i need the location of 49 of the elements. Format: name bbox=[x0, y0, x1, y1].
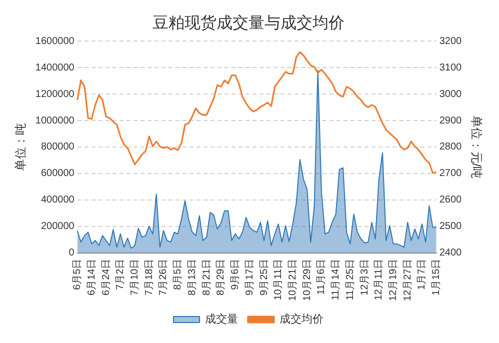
y-tick-label: 1200000 bbox=[35, 88, 75, 100]
y-tick-label: 800000 bbox=[40, 142, 75, 153]
y2-tick-label: 2500 bbox=[439, 221, 462, 232]
x-tick-label: 12月19日 bbox=[388, 258, 400, 302]
x-tick-label: 1月15日 bbox=[431, 258, 442, 296]
y2-tick-label: 3100 bbox=[439, 62, 462, 74]
x-tick-label: 6月5日 bbox=[72, 258, 84, 290]
x-tick-label: 12月3日 bbox=[359, 258, 370, 296]
y2-axis-title: 单位：元/吨 bbox=[469, 115, 484, 179]
x-tick-label: 11月14日 bbox=[330, 258, 342, 300]
y-tick-label: 400000 bbox=[40, 194, 75, 206]
x-tick-label: 8月21日 bbox=[201, 258, 212, 296]
y2-tick-label: 3000 bbox=[439, 88, 462, 100]
y2-tick-label: 3200 bbox=[439, 36, 462, 47]
x-tick-label: 10月11日 bbox=[273, 258, 284, 300]
x-tick-label: 8月13日 bbox=[186, 258, 198, 296]
x-tick-label: 10月21日 bbox=[287, 258, 298, 302]
x-tick-label: 12月11日 bbox=[374, 258, 385, 300]
y2-tick-label: 2600 bbox=[439, 194, 462, 206]
y-tick-label: 1400000 bbox=[35, 62, 75, 74]
x-tick-label: 6月14日 bbox=[86, 258, 98, 296]
y-tick-label: 200000 bbox=[40, 221, 75, 232]
y-tick-label: 0 bbox=[68, 248, 75, 259]
y-tick-label: 1000000 bbox=[35, 115, 75, 126]
x-tick-label: 7月2日 bbox=[115, 258, 126, 290]
legend-label: 成交均价 bbox=[280, 312, 324, 326]
chart-title: 豆粕现货成交量与成交均价 bbox=[152, 14, 344, 32]
y-tick-label: 600000 bbox=[40, 168, 75, 180]
x-tick-label: 9月6日 bbox=[230, 258, 242, 290]
y-tick-label: 1600000 bbox=[35, 36, 75, 47]
y-axis-title: 单位：吨 bbox=[14, 122, 28, 171]
y2-tick-label: 2400 bbox=[439, 248, 462, 259]
x-tick-label: 11月25日 bbox=[344, 258, 356, 300]
x-tick-label: 7月18日 bbox=[144, 258, 155, 296]
x-tick-label: 1月7日 bbox=[416, 258, 428, 290]
x-tick-label: 12月27日 bbox=[402, 258, 414, 302]
x-tick-label: 8月5日 bbox=[172, 258, 184, 290]
x-tick-label: 11月6日 bbox=[316, 258, 328, 295]
x-tick-label: 7月10日 bbox=[130, 258, 141, 296]
y2-tick-label: 2700 bbox=[439, 168, 462, 180]
x-tick-label: 9月17日 bbox=[244, 258, 256, 296]
y2-tick-label: 2900 bbox=[439, 115, 462, 126]
x-tick-label: 8月29日 bbox=[216, 258, 227, 296]
y2-tick-label: 2800 bbox=[439, 142, 462, 153]
x-tick-label: 6月24日 bbox=[100, 258, 112, 296]
x-tick-label: 9月25日 bbox=[258, 258, 270, 296]
legend-label: 成交量 bbox=[205, 312, 238, 326]
x-tick-label: 7月26日 bbox=[158, 258, 170, 296]
x-tick-label: 10月29日 bbox=[302, 258, 313, 302]
